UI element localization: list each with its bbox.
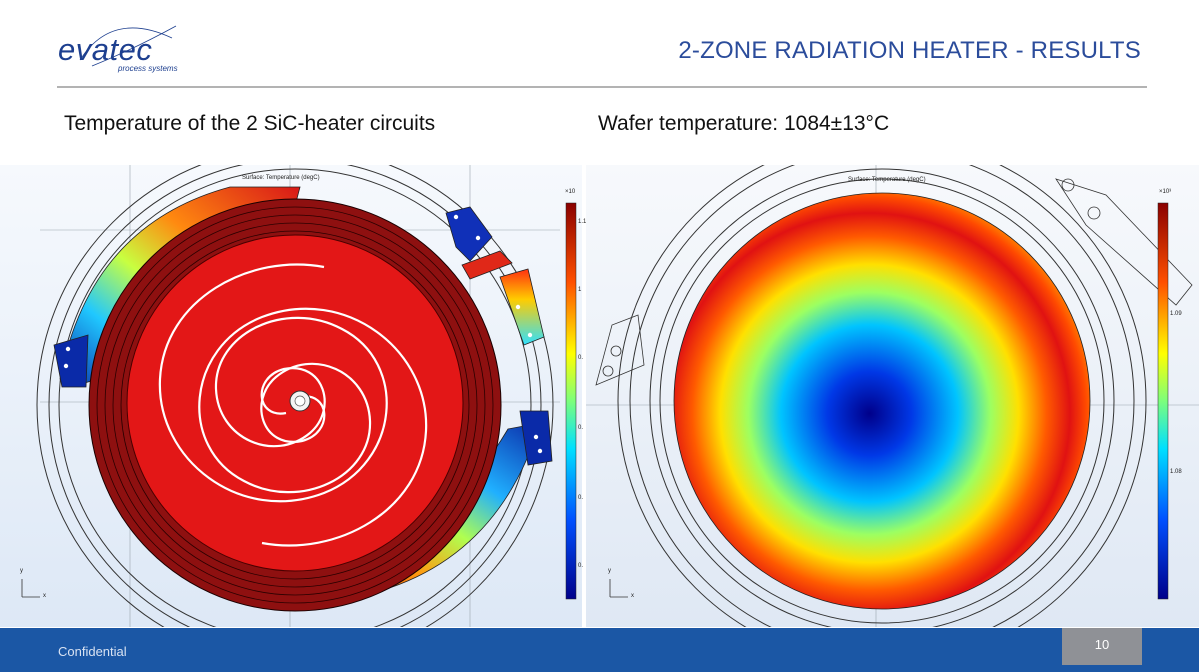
wafer-plot-graphic [586,165,1199,627]
axis-label-x: x [631,593,634,599]
colorbar-exponent-right: ×10³ [1159,189,1172,195]
footer-bar: Confidential 10 [0,628,1199,672]
colorbar-exponent-left: ×10 [565,189,576,195]
logo-wordmark: evatec [58,32,153,67]
colorbar-tick: 1 [578,287,582,293]
colorbar-tick: 0. [578,355,584,361]
plot-title-left: Surface: Temperature (degC) [242,175,320,181]
page-number-box: 10 [1062,628,1142,665]
colorbar-tick: 1.1 [578,219,587,225]
caption-left: Temperature of the 2 SiC-heater circuits [64,112,436,135]
axis-label-y: y [608,568,611,574]
slide-title: 2-ZONE RADIATION HEATER - RESULTS [678,37,1141,64]
evatec-logo: evatec process systems [56,24,196,76]
colorbar-tick: 1.08 [1170,469,1182,475]
axis-label-y: y [20,568,23,574]
caption-right: Wafer temperature: 1084±13°C [598,112,890,135]
colorbar-tick: 1.09 [1170,311,1182,317]
heater-plot-graphic [0,165,582,627]
title-divider [57,86,1147,88]
confidential-label: Confidential [58,644,127,659]
plot-title-right: Surface: Temperature (degC) [848,177,926,183]
axis-label-x: x [43,593,46,599]
colorbar-tick: 0. [578,563,584,569]
colorbar-tick: 0. [578,425,584,431]
wafer-temperature-plot: Surface: Temperature (degC) ×10³ 1.09 1.… [586,165,1199,627]
logo-subtitle: process systems [118,64,178,73]
page-number: 10 [1094,637,1110,652]
logo-swirl-icon [79,25,177,67]
heater-circuits-plot: Surface: Temperature (degC) ×10 1.1 1 0.… [0,165,586,627]
colorbar-tick: 0. [578,495,584,501]
